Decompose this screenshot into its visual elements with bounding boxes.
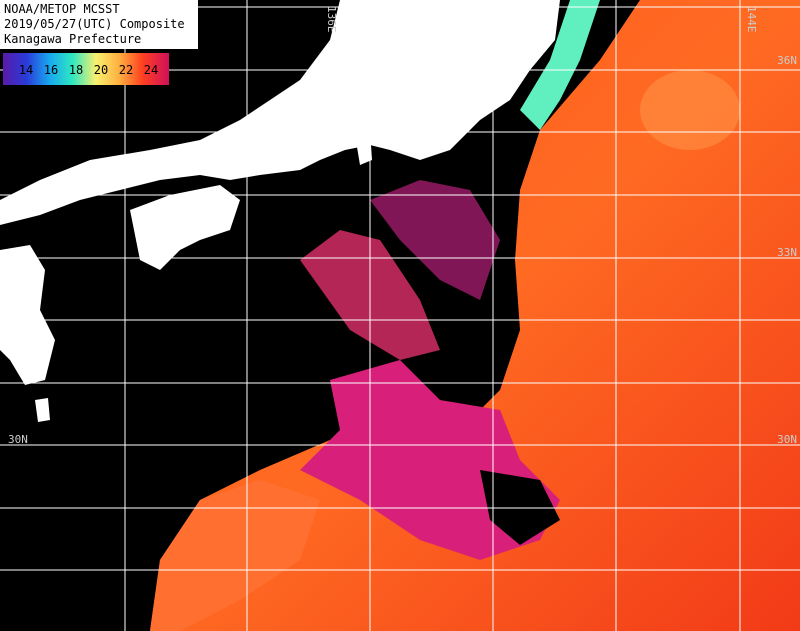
lat-label: 30N	[8, 433, 28, 446]
legend-label: 22	[119, 63, 133, 77]
kyushu	[0, 245, 55, 385]
kii-cape	[355, 130, 372, 165]
legend-label: 20	[94, 63, 108, 77]
legend-label: 24	[144, 63, 158, 77]
header-line: Kanagawa Prefecture	[4, 32, 141, 46]
header-line: 2019/05/27(UTC) Composite	[4, 17, 185, 31]
lon-label: 144E	[745, 6, 758, 33]
header-box	[0, 0, 198, 49]
lon-label: 136E	[325, 6, 338, 33]
eddy	[640, 70, 740, 150]
header-line: NOAA/METOP MCSST	[4, 2, 120, 16]
cool-coast	[520, 0, 600, 130]
shikoku	[130, 185, 240, 270]
legend-label: 14	[19, 63, 33, 77]
legend-label: 16	[44, 63, 58, 77]
island	[35, 398, 50, 422]
color-bar	[3, 53, 169, 85]
lat-label: 30N	[777, 433, 797, 446]
lat-label: 36N	[777, 54, 797, 67]
sea-patch	[150, 480, 320, 631]
honshu	[0, 0, 560, 225]
legend-label: 18	[69, 63, 83, 77]
lat-label: 33N	[777, 246, 797, 259]
sea-patch	[370, 180, 500, 300]
